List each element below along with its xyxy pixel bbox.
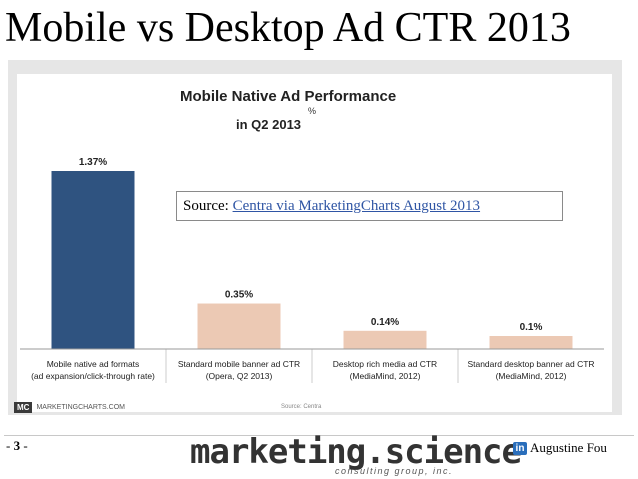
category-label: (MediaMind, 2012): [350, 371, 421, 381]
category-label: Desktop rich media ad CTR: [333, 359, 437, 369]
page-number-value: 3: [13, 438, 21, 453]
category-label: (ad expansion/click-through rate): [31, 371, 155, 381]
category-label: (Opera, Q2 2013): [206, 371, 273, 381]
bar-1: [51, 171, 135, 349]
page-number: - 3 -: [6, 438, 28, 454]
bar-value-label: 0.35%: [225, 290, 253, 301]
marketingcharts-logo: MC: [14, 402, 33, 413]
source-link[interactable]: Centra via MarketingCharts August 2013: [232, 198, 481, 214]
category-label: Standard mobile banner ad CTR: [178, 359, 300, 369]
chart-unit: %: [308, 106, 317, 116]
page-number-prefix: -: [6, 438, 14, 453]
marketingcharts-brand: MARKETINGCHARTS.COM: [36, 404, 125, 411]
bar-value-label: 0.14%: [371, 317, 399, 328]
source-callout: Source: Centra via MarketingCharts Augus…: [176, 191, 563, 221]
chart-footer: MC MARKETINGCHARTS.COM: [14, 402, 125, 413]
bar-2: [197, 303, 281, 349]
bar-3: [343, 330, 427, 349]
author-name: Augustine Fou: [530, 440, 607, 455]
chart-source-note: Source: Centra: [281, 404, 322, 410]
category-label: (MediaMind, 2012): [496, 371, 567, 381]
footer-divider: [4, 435, 634, 436]
page-number-suffix: -: [20, 438, 28, 453]
chart-subtitle: in Q2 2013: [236, 117, 302, 132]
source-label: Source:: [183, 198, 233, 214]
slide-title: Mobile vs Desktop Ad CTR 2013: [5, 5, 571, 51]
author-credit: in Augustine Fou: [513, 440, 607, 456]
category-label: Standard desktop banner ad CTR: [467, 359, 594, 369]
bar-value-label: 0.1%: [520, 322, 543, 333]
chart-title: Mobile Native Ad Performance: [180, 88, 397, 105]
bar-value-label: 1.37%: [79, 157, 107, 168]
linkedin-icon[interactable]: in: [513, 441, 527, 455]
brand-tagline: consulting group, inc.: [335, 466, 454, 476]
brand-logo: marketing.science: [190, 432, 522, 472]
category-label: Mobile native ad formats: [47, 359, 140, 369]
bar-4: [489, 336, 573, 349]
